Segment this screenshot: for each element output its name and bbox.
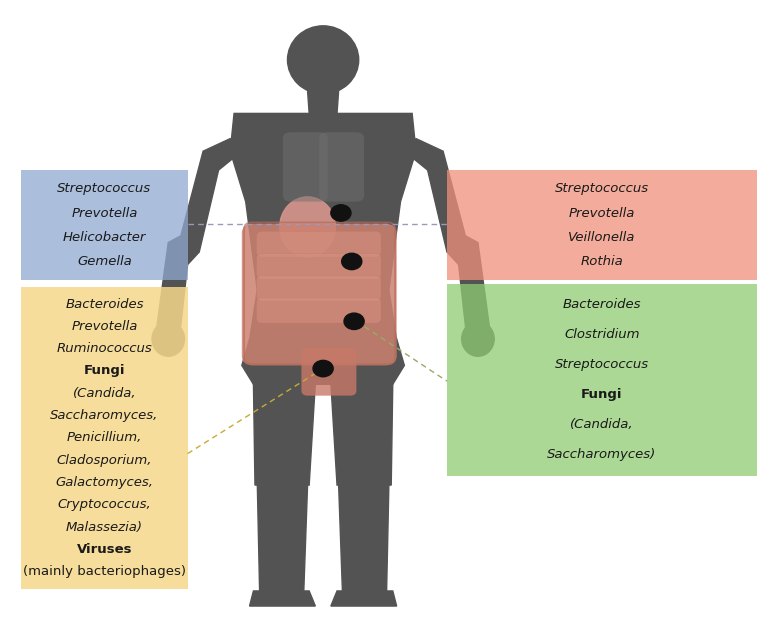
Text: Saccharomyces,: Saccharomyces,: [50, 409, 158, 422]
Text: Viruses: Viruses: [77, 543, 132, 556]
Circle shape: [313, 360, 333, 377]
Ellipse shape: [152, 321, 185, 357]
Polygon shape: [331, 383, 393, 485]
Polygon shape: [250, 591, 315, 606]
Ellipse shape: [279, 197, 335, 257]
FancyBboxPatch shape: [242, 224, 397, 365]
Text: Prevotella: Prevotella: [569, 207, 635, 219]
Text: (mainly bacteriophages): (mainly bacteriophages): [23, 565, 186, 578]
FancyBboxPatch shape: [282, 132, 327, 202]
FancyBboxPatch shape: [447, 284, 757, 476]
Text: Streptococcus: Streptococcus: [555, 358, 649, 371]
FancyBboxPatch shape: [257, 231, 381, 257]
Polygon shape: [307, 91, 338, 113]
Text: Fungi: Fungi: [581, 388, 622, 401]
Text: Saccharomyces): Saccharomyces): [547, 448, 656, 461]
Text: (Candida,: (Candida,: [73, 387, 137, 400]
Circle shape: [341, 253, 362, 270]
Text: Rothia: Rothia: [580, 255, 623, 268]
Polygon shape: [242, 339, 404, 384]
Text: Prevotella: Prevotella: [71, 320, 137, 333]
FancyBboxPatch shape: [319, 132, 364, 202]
Text: Malassezia): Malassezia): [66, 520, 143, 534]
Polygon shape: [447, 236, 490, 334]
Text: Gemella: Gemella: [77, 255, 132, 268]
Text: Streptococcus: Streptococcus: [57, 182, 151, 195]
FancyBboxPatch shape: [21, 287, 188, 589]
Polygon shape: [157, 236, 199, 334]
Ellipse shape: [462, 321, 494, 357]
Text: Cladosporium,: Cladosporium,: [57, 454, 152, 467]
Text: Cryptococcus,: Cryptococcus,: [57, 498, 151, 511]
Polygon shape: [331, 591, 397, 606]
Circle shape: [344, 313, 364, 329]
Circle shape: [331, 205, 351, 221]
Polygon shape: [254, 383, 315, 485]
Text: Veillonella: Veillonella: [568, 231, 636, 244]
Text: Fungi: Fungi: [84, 365, 125, 377]
Polygon shape: [230, 113, 416, 340]
FancyBboxPatch shape: [257, 297, 381, 323]
Text: Helicobacter: Helicobacter: [63, 231, 146, 244]
Text: Streptococcus: Streptococcus: [555, 182, 649, 195]
Polygon shape: [338, 484, 389, 592]
Text: Bacteroides: Bacteroides: [65, 297, 144, 311]
Polygon shape: [404, 139, 466, 252]
FancyBboxPatch shape: [257, 253, 381, 279]
Polygon shape: [180, 139, 242, 252]
Text: Clostridium: Clostridium: [564, 328, 639, 341]
FancyBboxPatch shape: [301, 348, 356, 396]
Text: Ruminococcus: Ruminococcus: [57, 342, 152, 355]
Text: Galactomyces,: Galactomyces,: [55, 476, 154, 489]
Text: Bacteroides: Bacteroides: [563, 298, 641, 311]
Text: (Candida,: (Candida,: [570, 418, 634, 431]
FancyBboxPatch shape: [447, 170, 757, 280]
Text: Prevotella: Prevotella: [71, 207, 137, 219]
Ellipse shape: [287, 26, 359, 94]
FancyBboxPatch shape: [257, 275, 381, 301]
Text: Penicillium,: Penicillium,: [67, 432, 142, 444]
Polygon shape: [258, 484, 307, 592]
FancyBboxPatch shape: [21, 170, 188, 280]
